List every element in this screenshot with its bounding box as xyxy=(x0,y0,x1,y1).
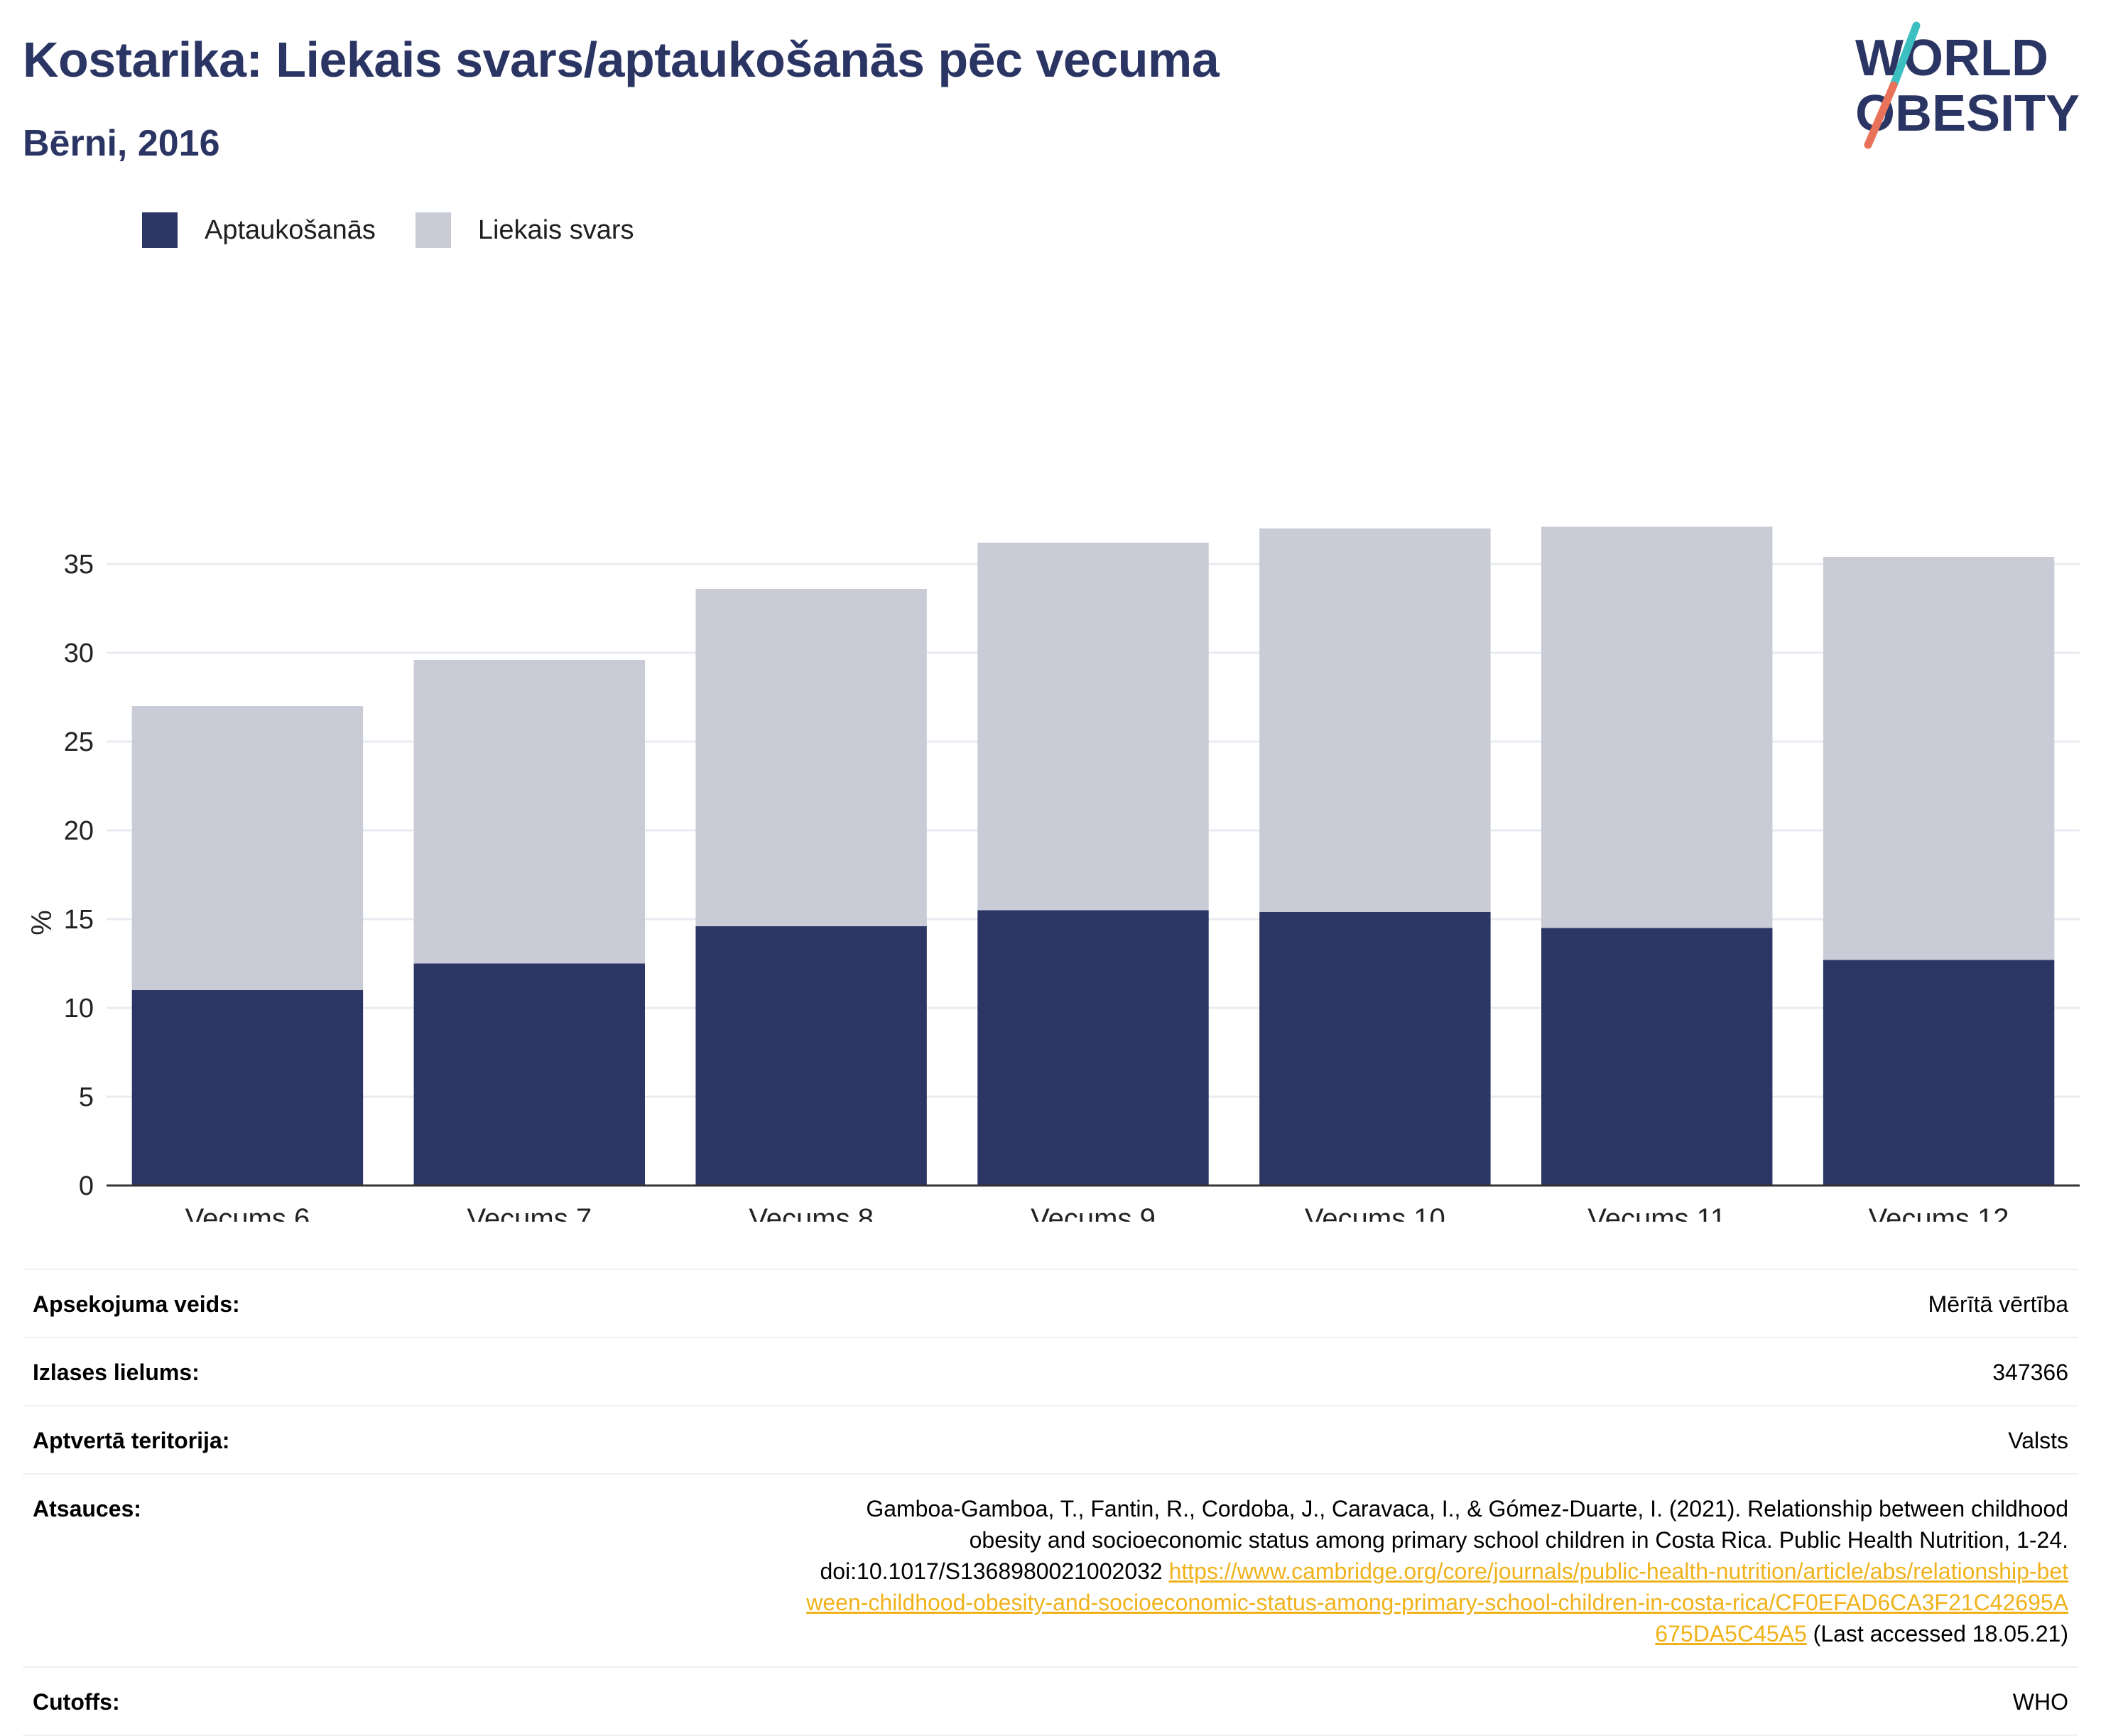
reference-text: Gamboa-Gamboa, T., Fantin, R., Cordoba, … xyxy=(820,1496,2068,1584)
bar-obesity xyxy=(413,963,645,1186)
x-tick-label: Vecums 9 xyxy=(1031,1203,1156,1222)
bar-obesity xyxy=(1541,928,1773,1186)
info-value: Valsts xyxy=(249,1405,2078,1474)
y-tick-label: 15 xyxy=(64,905,94,935)
y-tick-label: 20 xyxy=(64,816,94,846)
info-value: Mērītā vērtība xyxy=(249,1269,2078,1338)
info-label: Izlases lielums: xyxy=(23,1337,250,1406)
info-row-coverage: Aptvertā teritorija: Valsts xyxy=(23,1405,2078,1474)
x-tick-label: Vecums 8 xyxy=(749,1203,874,1222)
bar-overweight xyxy=(131,706,364,990)
reference-suffix: (Last accessed 18.05.21) xyxy=(1806,1621,2068,1647)
bar-obesity xyxy=(695,926,927,1186)
info-row-cutoffs: Cutoffs: WHO xyxy=(23,1666,2078,1736)
bar-obesity xyxy=(1259,912,1491,1186)
x-tick-label: Vecums 7 xyxy=(467,1203,592,1222)
info-row-sample-size: Izlases lielums: 347366 xyxy=(23,1337,2078,1406)
y-tick-label: 30 xyxy=(64,639,94,668)
x-tick-label: Vecums 11 xyxy=(1587,1203,1726,1222)
legend-item-obesity: Aptaukošanās xyxy=(142,212,376,248)
info-value: 347366 xyxy=(249,1337,2078,1406)
bar-overweight xyxy=(1541,526,1773,928)
world-obesity-logo: WORLD OBESITY xyxy=(1855,21,2080,149)
logo-slash-bottom xyxy=(1864,81,1898,149)
legend-swatch-overweight xyxy=(415,212,451,248)
y-tick-label: 0 xyxy=(79,1171,94,1201)
y-tick-label: 35 xyxy=(64,550,94,580)
y-tick-label: 5 xyxy=(79,1083,94,1112)
y-axis-label: % xyxy=(26,910,58,935)
info-label: Aptvertā teritorija: xyxy=(23,1405,250,1474)
bar-obesity xyxy=(131,990,364,1186)
bar-obesity xyxy=(1823,960,2055,1186)
info-value-reference: Gamboa-Gamboa, T., Fantin, R., Cordoba, … xyxy=(249,1473,2078,1667)
y-tick-label: 10 xyxy=(64,994,94,1024)
info-label: Atsauces: xyxy=(23,1473,250,1667)
x-tick-label: Vecums 6 xyxy=(185,1203,310,1222)
info-value: WHO xyxy=(249,1666,2078,1736)
y-tick-label: 25 xyxy=(64,727,94,757)
bar-overweight xyxy=(695,589,927,926)
chart-subtitle: Bērni, 2016 xyxy=(23,123,220,164)
legend-item-overweight: Liekais svars xyxy=(415,212,634,248)
bar-overweight xyxy=(1823,557,2055,960)
bar-overweight xyxy=(413,660,645,964)
chart-title: Kostarika: Liekais svars/aptaukošanās pē… xyxy=(23,32,1220,87)
stacked-bar-chart: 0 5 10 15 20 25 30 35% Vecums 6 Vecums 7 Vecums 8 V… xyxy=(26,526,2080,1222)
info-row-survey-type: Apsekojuma veids: Mērītā vērtība xyxy=(23,1269,2078,1338)
legend-swatch-obesity xyxy=(142,212,178,248)
bar-obesity xyxy=(977,910,1209,1186)
info-label: Apsekojuma veids: xyxy=(23,1269,250,1338)
chart-legend: Aptaukošanās Liekais svars xyxy=(142,210,673,250)
legend-label-overweight: Liekais svars xyxy=(477,215,634,245)
reference-link[interactable]: https://www.cambridge.org/core/journals/… xyxy=(806,1558,2068,1647)
bar-overweight xyxy=(977,543,1209,911)
info-row-references: Atsauces: Gamboa-Gamboa, T., Fantin, R.,… xyxy=(23,1473,2078,1667)
legend-label-obesity: Aptaukošanās xyxy=(205,215,376,245)
info-label: Cutoffs: xyxy=(23,1666,250,1736)
bar-overweight xyxy=(1259,528,1491,912)
x-tick-label: Vecums 10 xyxy=(1305,1203,1445,1222)
x-tick-label: Vecums 12 xyxy=(1869,1203,2009,1222)
logo-slash-top xyxy=(1889,21,1921,89)
logo-line1: WORLD xyxy=(1855,30,2048,87)
info-table: Apsekojuma veids: Mērītā vērtība Izlases… xyxy=(23,1269,2078,1736)
